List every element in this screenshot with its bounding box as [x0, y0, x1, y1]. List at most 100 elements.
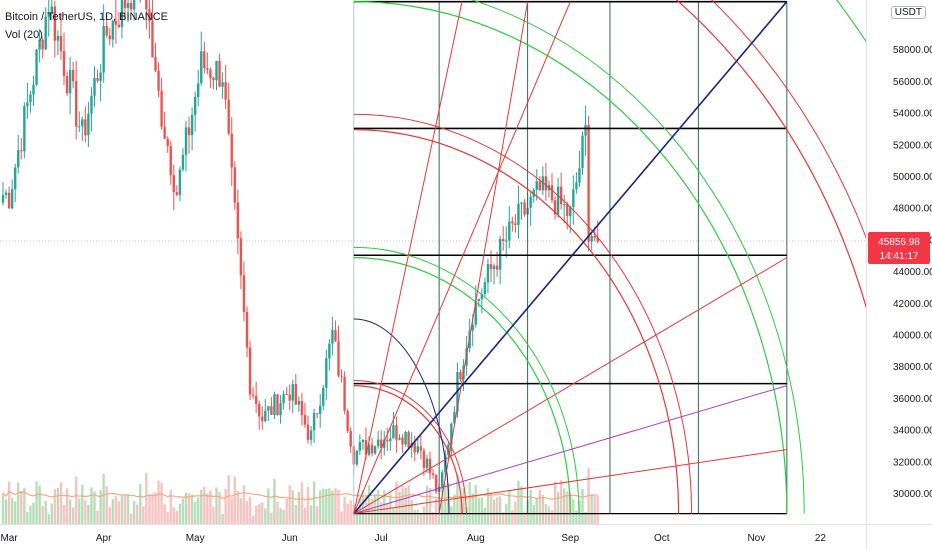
candle-body	[559, 186, 563, 205]
volume-bar	[197, 497, 200, 524]
candle-body	[14, 167, 17, 190]
price-tick-label: 48000.00	[893, 204, 932, 215]
time-tick-label: Mar	[0, 533, 18, 544]
volume-bar	[142, 506, 145, 524]
candle-body	[581, 135, 584, 169]
candle-body	[273, 394, 276, 415]
candle-body	[1, 194, 5, 203]
volume-bar	[401, 486, 404, 524]
candle-body	[279, 403, 282, 416]
candle-body	[315, 413, 319, 415]
candle-body	[322, 387, 325, 406]
volume-bar	[315, 506, 319, 524]
candle-body	[578, 168, 581, 183]
candle-body	[407, 432, 410, 448]
currency-badge[interactable]: USDT	[890, 6, 926, 19]
candle-body	[370, 444, 374, 454]
volume-bar	[248, 496, 252, 524]
candle-body	[169, 146, 172, 176]
candle-body	[428, 458, 432, 474]
candle-body	[242, 275, 246, 312]
candle-body	[233, 167, 236, 203]
candle-body	[355, 450, 358, 465]
candle-body	[41, 39, 44, 50]
volume-bar	[395, 481, 398, 524]
volume-bar	[306, 486, 310, 524]
volume-bar	[465, 506, 468, 524]
volume-bar	[361, 490, 365, 524]
candle-body	[392, 425, 395, 439]
volume-bar	[483, 507, 487, 524]
volume-bar	[517, 480, 520, 524]
volume-bar	[71, 507, 75, 524]
volume-bar	[508, 490, 511, 524]
volume-bar	[511, 510, 514, 524]
candle-body	[126, 2, 130, 9]
volume-bar	[541, 494, 545, 524]
volume-bar	[416, 509, 419, 524]
volume-bar	[7, 481, 11, 524]
candle-body	[193, 96, 197, 115]
volume-bar	[276, 501, 279, 524]
candle-body	[517, 203, 520, 225]
candle-body	[166, 138, 169, 147]
candle-body	[297, 401, 301, 405]
volume-bar	[123, 494, 127, 524]
candle-body	[380, 439, 383, 448]
candle-body	[303, 414, 307, 425]
volume-bar	[425, 485, 429, 524]
candle-body	[349, 430, 352, 447]
volume-bar	[17, 482, 20, 524]
volume-bar	[154, 492, 157, 524]
time-tick-label: Sep	[561, 533, 579, 544]
symbol-title[interactable]: Bitcoin / TetherUS, 1D, BINANCE	[5, 11, 169, 23]
candle-body	[312, 413, 316, 431]
volume-bar	[10, 497, 14, 524]
candle-body	[251, 394, 255, 396]
candle-body	[50, 6, 53, 14]
volume-bar	[221, 513, 224, 524]
candle-body	[38, 39, 41, 50]
candle-body	[556, 186, 560, 215]
volume-bar	[556, 491, 560, 524]
candle-body	[184, 127, 188, 155]
candle-body	[294, 384, 297, 405]
volume-bar	[575, 510, 578, 524]
volume-bar	[468, 481, 471, 524]
volume-bar	[383, 490, 386, 524]
candle-body	[498, 238, 502, 270]
volume-bar	[532, 504, 535, 524]
volume-bar	[547, 506, 551, 524]
volume-bar	[489, 493, 493, 524]
volume-bar	[520, 486, 523, 524]
volume-bar	[398, 491, 401, 524]
candle-body	[270, 406, 273, 415]
volume-bar	[523, 511, 526, 524]
gann-box-drawing[interactable]	[353, 0, 932, 515]
candle-body	[264, 410, 267, 422]
price-tick-label: 32000.00	[893, 457, 932, 468]
volume-bar	[453, 494, 456, 524]
candle-body	[148, 9, 151, 22]
candle-body	[459, 371, 462, 380]
price-tick-label: 42000.00	[893, 299, 932, 310]
volume-bar	[355, 508, 358, 524]
volume-bar	[218, 492, 221, 524]
candle-body	[4, 192, 8, 195]
volume-bar	[187, 493, 191, 524]
candle-body	[203, 51, 206, 69]
candle-body	[373, 446, 377, 454]
volume-bar	[312, 481, 316, 524]
volume-bar	[160, 482, 163, 524]
time-axis[interactable]: Mar Apr May Jun Jul Aug Sep Oct Nov 22	[0, 533, 826, 544]
candle-body	[160, 90, 163, 127]
volume-bar	[59, 482, 63, 524]
candle-body	[404, 432, 407, 445]
price-tick-label: 56000.00	[893, 77, 932, 88]
volume-bar	[90, 487, 93, 524]
volume-indicator-title[interactable]: Vol (20)	[5, 29, 43, 41]
price-tick-label: 52000.00	[893, 140, 932, 151]
candle-body	[181, 154, 185, 170]
